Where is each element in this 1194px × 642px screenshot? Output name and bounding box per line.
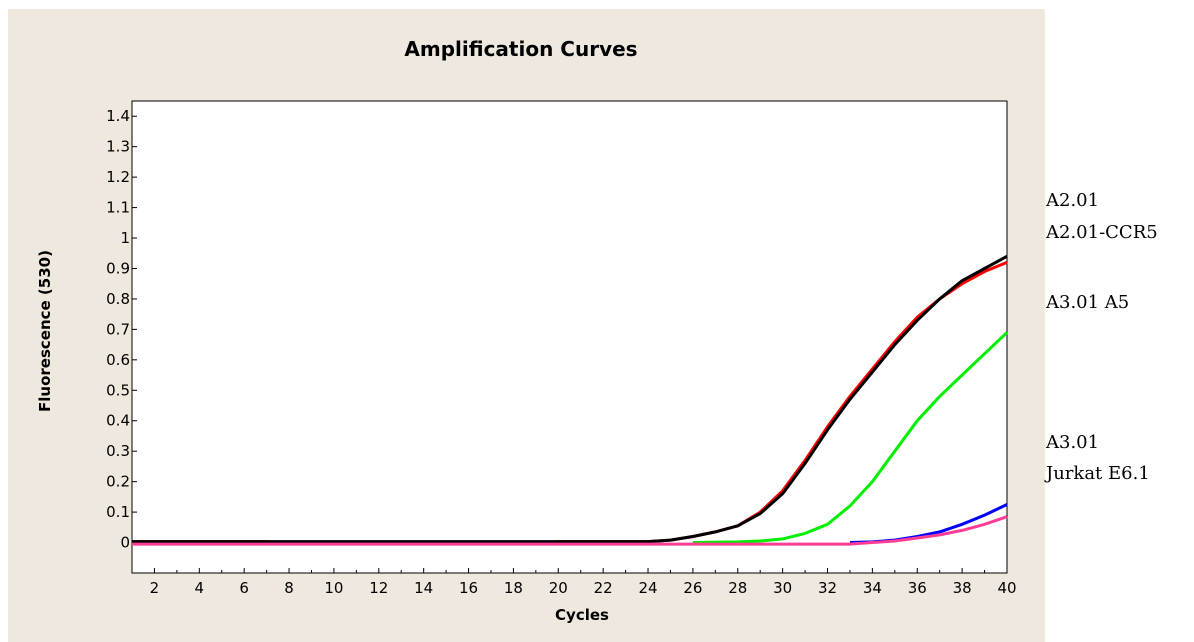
x-tick-label: 30 xyxy=(773,579,792,597)
y-tick-label: 0.8 xyxy=(106,290,130,308)
series-line-2 xyxy=(692,331,1009,544)
plot-area xyxy=(131,100,1008,574)
x-tick-label: 36 xyxy=(908,579,927,597)
y-tick-label: 0.4 xyxy=(106,412,130,430)
label-a2-01: A2.01 xyxy=(1046,190,1100,211)
x-tick-label: 26 xyxy=(683,579,702,597)
y-tick-label: 1.4 xyxy=(106,107,130,125)
y-tick-label: 0.6 xyxy=(106,351,130,369)
x-tick-label: 16 xyxy=(459,579,478,597)
label-jurkat-e6-1: Jurkat E6.1 xyxy=(1046,463,1150,484)
label-a3-01-a5: A3.01 A5 xyxy=(1046,292,1130,313)
x-tick-label: 24 xyxy=(638,579,657,597)
y-tick-label: 0.3 xyxy=(106,442,130,460)
x-axis: 2 4 6 8 10 12 14 16 18 20 22 24 26 28 30 32 34 36 38 40 xyxy=(131,568,1017,597)
y-tick-label: 1.1 xyxy=(106,199,130,217)
x-tick-label: 8 xyxy=(284,579,294,597)
label-a2-01-ccr5: A2.01-CCR5 xyxy=(1046,222,1158,243)
series-lines xyxy=(132,254,1009,546)
y-tick-label: 0.1 xyxy=(106,503,130,521)
x-tick-label: 2 xyxy=(150,579,160,597)
x-tick-label: 14 xyxy=(414,579,433,597)
x-tick-label: 12 xyxy=(369,579,388,597)
series-line-1 xyxy=(132,254,1008,544)
x-tick-label: 18 xyxy=(504,579,523,597)
x-tick-label: 32 xyxy=(818,579,837,597)
x-tick-label: 38 xyxy=(953,579,972,597)
x-tick-label: 4 xyxy=(195,579,205,597)
y-axis: 0 0.1 0.2 0.3 0.4 0.5 0.6 0.7 0.8 0.9 1 1.1 1.2 1.3 1.… xyxy=(106,107,137,552)
x-tick-label: 28 xyxy=(728,579,747,597)
label-a3-01: A3.01 xyxy=(1046,432,1100,453)
x-axis-label: Cycles xyxy=(555,606,609,624)
y-tick-label: 0.5 xyxy=(106,381,130,399)
x-tick-label: 10 xyxy=(324,579,343,597)
chart-panel: Amplification Curves 0 0.1 0.2 0.3 0.4 0.5 0.6… xyxy=(8,9,1045,642)
y-tick-label: 0.2 xyxy=(106,473,130,491)
y-tick-label: 1.2 xyxy=(106,168,130,186)
amplification-chart: Amplification Curves 0 0.1 0.2 0.3 0.4 0.5 0.6… xyxy=(36,37,1017,624)
y-tick-label: 0.9 xyxy=(106,259,130,277)
y-tick-label: 0.7 xyxy=(106,320,130,338)
y-tick-label: 0 xyxy=(120,534,130,552)
x-tick-label: 20 xyxy=(549,579,568,597)
x-tick-label: 34 xyxy=(863,579,882,597)
x-tick-label: 6 xyxy=(239,579,249,597)
series-line-4 xyxy=(132,515,1008,546)
chart-title: Amplification Curves xyxy=(404,37,637,61)
x-tick-label: 40 xyxy=(997,579,1016,597)
y-tick-label: 1 xyxy=(120,229,130,247)
x-tick-label: 22 xyxy=(594,579,613,597)
y-axis-label: Fluorescence (530) xyxy=(36,250,54,412)
y-tick-label: 1.3 xyxy=(106,138,130,156)
